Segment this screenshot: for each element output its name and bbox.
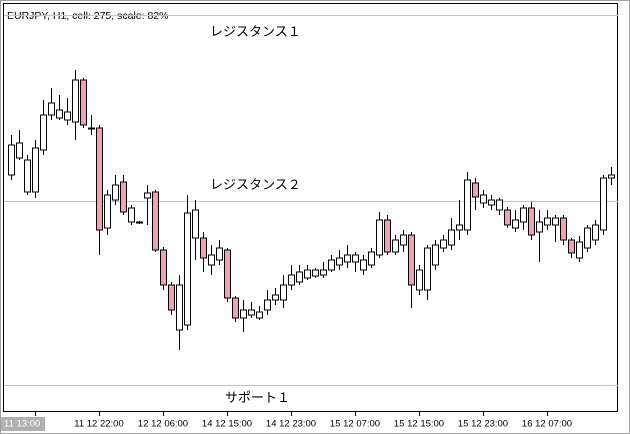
candle-body bbox=[368, 251, 375, 266]
candle-body bbox=[544, 217, 551, 226]
candle-body bbox=[40, 114, 47, 151]
x-tick-label: 16 12 07:00 bbox=[522, 419, 572, 430]
candle-body bbox=[160, 249, 167, 286]
candle-body bbox=[64, 111, 71, 121]
candle-body bbox=[608, 174, 615, 179]
candle-body bbox=[504, 209, 511, 226]
candle-body bbox=[600, 177, 607, 231]
candle-body bbox=[144, 192, 151, 199]
candle-body bbox=[440, 239, 447, 249]
candle-body bbox=[496, 199, 503, 211]
candle-body bbox=[560, 217, 567, 241]
candle-body bbox=[304, 269, 311, 279]
candle-body bbox=[296, 271, 303, 283]
candle-body bbox=[576, 241, 583, 259]
candle-body bbox=[8, 144, 15, 176]
candle-body bbox=[400, 234, 407, 246]
candle-body bbox=[336, 257, 343, 266]
candle-body bbox=[264, 299, 271, 311]
candle-body bbox=[192, 209, 199, 239]
x-tick-label: 12 12 06:00 bbox=[138, 419, 188, 430]
candle-body bbox=[256, 311, 263, 319]
candle-body bbox=[88, 127, 95, 130]
candle-body bbox=[168, 284, 175, 311]
candle-body bbox=[392, 239, 399, 253]
candle-body bbox=[528, 207, 535, 236]
level-label: サポート１ bbox=[225, 391, 290, 406]
candle-body bbox=[360, 259, 367, 271]
candle-body bbox=[112, 184, 119, 201]
candle-body bbox=[272, 294, 279, 301]
x-tick-label: 11 12 22:00 bbox=[74, 419, 123, 430]
x-tick-label: 15 12 15:00 bbox=[394, 419, 444, 430]
candle-body bbox=[72, 79, 79, 123]
candle-body bbox=[288, 274, 295, 286]
candle-body bbox=[128, 207, 135, 223]
candle-body bbox=[184, 212, 191, 326]
candle-body bbox=[208, 254, 215, 266]
candle-body bbox=[96, 127, 103, 231]
candle-body bbox=[592, 224, 599, 241]
candle-body bbox=[120, 181, 127, 213]
candle-body bbox=[176, 284, 183, 331]
candle-body bbox=[448, 229, 455, 246]
candle-body bbox=[104, 194, 111, 229]
cursor-box bbox=[1, 417, 45, 431]
x-tick-label: 15 12 07:00 bbox=[330, 419, 380, 430]
x-tick-label: 14 12 23:00 bbox=[266, 419, 316, 430]
candle-body bbox=[232, 297, 239, 319]
candle-body bbox=[584, 227, 591, 249]
candle-body bbox=[424, 247, 431, 291]
candle-body bbox=[328, 259, 335, 271]
candle-body bbox=[216, 247, 223, 261]
candle-body bbox=[416, 269, 423, 291]
candle-body bbox=[512, 219, 519, 229]
candle-body bbox=[16, 142, 23, 159]
candle-body bbox=[536, 221, 543, 233]
candle-body bbox=[408, 234, 415, 286]
candle-body bbox=[56, 109, 63, 119]
candle-body bbox=[472, 182, 479, 198]
candle-body bbox=[80, 79, 87, 126]
candle-body bbox=[312, 269, 319, 277]
candle-body bbox=[568, 239, 575, 254]
candle-body bbox=[24, 159, 31, 193]
x-tick-label: 15 12 23:00 bbox=[458, 419, 508, 430]
level-label: レジスタンス２ bbox=[210, 178, 301, 193]
candle-body bbox=[48, 102, 55, 116]
candle-body bbox=[32, 147, 39, 193]
level-label: レジスタンス１ bbox=[210, 25, 301, 40]
candle-body bbox=[136, 221, 143, 224]
candle-body bbox=[384, 219, 391, 253]
x-tick-label: 14 12 15:00 bbox=[202, 419, 252, 430]
candle-body bbox=[464, 179, 471, 231]
candle-body bbox=[280, 284, 287, 301]
candle-body bbox=[552, 217, 559, 226]
cursor-label: 11 13:00 bbox=[4, 419, 40, 430]
candle-body bbox=[456, 224, 463, 231]
candle-body bbox=[344, 254, 351, 263]
candle-body bbox=[432, 244, 439, 266]
candle-body bbox=[240, 309, 247, 319]
candle-body bbox=[520, 207, 527, 223]
candle-body bbox=[320, 269, 327, 276]
candle-body bbox=[152, 191, 159, 251]
candle-body bbox=[248, 309, 255, 316]
candle-body bbox=[224, 249, 231, 299]
candle-body bbox=[200, 237, 207, 259]
candle-body bbox=[352, 254, 359, 263]
candle-body bbox=[376, 219, 383, 256]
candle-body bbox=[488, 199, 495, 206]
candle-body bbox=[480, 194, 487, 204]
